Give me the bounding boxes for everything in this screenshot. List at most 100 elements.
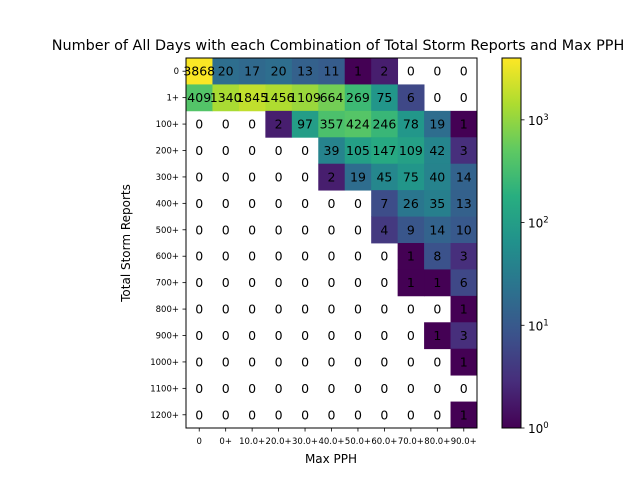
heatmap-cell (450, 110, 478, 138)
cell-value-label: 0 (248, 302, 256, 317)
cell-value-label: 1 (460, 302, 468, 317)
cell-value-label: 9 (407, 222, 415, 237)
heatmap-cell (424, 110, 451, 138)
cell-value-label: 0 (328, 196, 336, 211)
cell-value-label: 0 (354, 407, 362, 422)
cell-value-label: 0 (301, 381, 309, 396)
cell-value-label: 0 (248, 354, 256, 369)
heatmap-cell (450, 163, 478, 191)
cell-value-label: 14 (456, 169, 472, 184)
cell-value-label: 1 (433, 328, 441, 343)
x-axis: 0 0+ 10.0+ 20.0+ 30.0+ 40.0+ 50.0+ 60.0+ 70.0+ 80… (197, 428, 477, 447)
cell-value-label: 0 (195, 169, 203, 184)
cell-value-label: 20 (271, 64, 287, 79)
cell-value-label: 0 (275, 169, 283, 184)
cell-value-label: 0 (275, 354, 283, 369)
heatmap-cell (318, 58, 346, 85)
x-tick-label: 50.0+ (345, 437, 371, 447)
heatmap-cell (424, 163, 451, 191)
heatmap-cell (318, 110, 346, 138)
cell-value-label: 0 (275, 381, 283, 396)
cell-value-label: 109 (399, 143, 423, 158)
heatmap-cell (371, 216, 399, 244)
colorbar-tick-label: 101 (528, 318, 549, 333)
cell-value-label: 0 (380, 302, 388, 317)
cell-value-label: 0 (248, 407, 256, 422)
heatmap-cell (318, 84, 346, 112)
heatmap-cell (212, 84, 240, 112)
cell-value-label: 664 (320, 90, 344, 105)
cell-value-label: 0 (248, 275, 256, 290)
cell-value-label: 246 (372, 117, 396, 132)
cell-value-label: 13 (456, 196, 472, 211)
heatmap-cell (397, 190, 425, 217)
colorbar: 100 101 102 103 (501, 57, 549, 436)
heatmap-cell (344, 58, 372, 85)
heatmap-cell (291, 58, 319, 85)
y-tick-label: 1000+ (150, 358, 179, 368)
cell-value-label: 1 (460, 407, 468, 422)
cell-value-label: 0 (301, 169, 309, 184)
cell-value-label: 3 (460, 143, 468, 158)
cell-value-label: 0 (195, 143, 203, 158)
x-tick-label: 80.0+ (424, 437, 450, 447)
cell-value-label: 0 (248, 143, 256, 158)
heatmap-cell (265, 84, 293, 112)
heatmap-cell (318, 163, 346, 191)
cell-value-label: 0 (354, 302, 362, 317)
cell-value-label: 0 (328, 354, 336, 369)
cell-value-label: 0 (195, 381, 203, 396)
y-tick-label: 100+ (156, 120, 179, 130)
cell-value-label: 0 (301, 249, 309, 264)
cell-value-label: 0 (460, 90, 468, 105)
cell-value-label: 0 (222, 302, 230, 317)
heatmap-cell (450, 137, 478, 165)
colorbar-ticks: 100 101 102 103 (521, 113, 549, 436)
heatmap-cell (291, 110, 319, 138)
cell-value-label: 0 (380, 407, 388, 422)
heatmap-cell (265, 110, 293, 138)
heatmap-cell (424, 190, 451, 217)
cell-value-label: 2 (275, 117, 283, 132)
cell-value-label: 1 (460, 354, 468, 369)
cell-value-label: 13 (297, 64, 313, 79)
cell-value-label: 0 (380, 328, 388, 343)
heatmap-cell (450, 322, 478, 350)
y-tick-label: 500+ (156, 226, 179, 236)
heatmap-cell (397, 110, 425, 138)
cell-value-label: 0 (407, 64, 415, 79)
cell-value-label: 0 (222, 328, 230, 343)
heatmap-cell (450, 401, 478, 429)
heatmap-cell (424, 322, 451, 350)
cell-value-label: 1456 (263, 90, 295, 105)
cell-value-label: 0 (328, 407, 336, 422)
y-axis: 0 1+ 100+ 200+ 300+ 400+ 500+ 600+ 700+ 800+ 900+ 1… (150, 67, 186, 421)
cell-value-label: 1 (407, 275, 415, 290)
heatmap-cell (397, 137, 425, 165)
y-tick-label: 600+ (156, 252, 179, 262)
heatmap-cells (186, 58, 478, 429)
x-axis-label: Max PPH (305, 452, 357, 466)
cell-value-label: 0 (433, 302, 441, 317)
cell-value-label: 0 (328, 275, 336, 290)
heatmap-cell (344, 137, 372, 165)
cell-value-label: 0 (407, 381, 415, 396)
cell-value-label: 0 (433, 354, 441, 369)
cell-value-label: 35 (429, 196, 445, 211)
heatmap-cell (371, 137, 399, 165)
cell-value-label: 3868 (183, 64, 215, 79)
x-tick-label: 20.0+ (266, 437, 292, 447)
cell-value-label: 0 (354, 275, 362, 290)
heatmap-cell (424, 137, 451, 165)
cell-value-label: 0 (222, 381, 230, 396)
cell-value-label: 0 (460, 64, 468, 79)
x-tick-label: 40.0+ (318, 437, 344, 447)
cell-value-label: 0 (328, 222, 336, 237)
y-tick-label: 300+ (156, 173, 179, 183)
cell-value-label: 0 (354, 354, 362, 369)
heatmap-cell (371, 110, 399, 138)
cell-value-label: 10 (456, 222, 472, 237)
cell-value-label: 19 (350, 169, 366, 184)
cell-value-label: 42 (429, 143, 445, 158)
cell-value-label: 0 (248, 222, 256, 237)
